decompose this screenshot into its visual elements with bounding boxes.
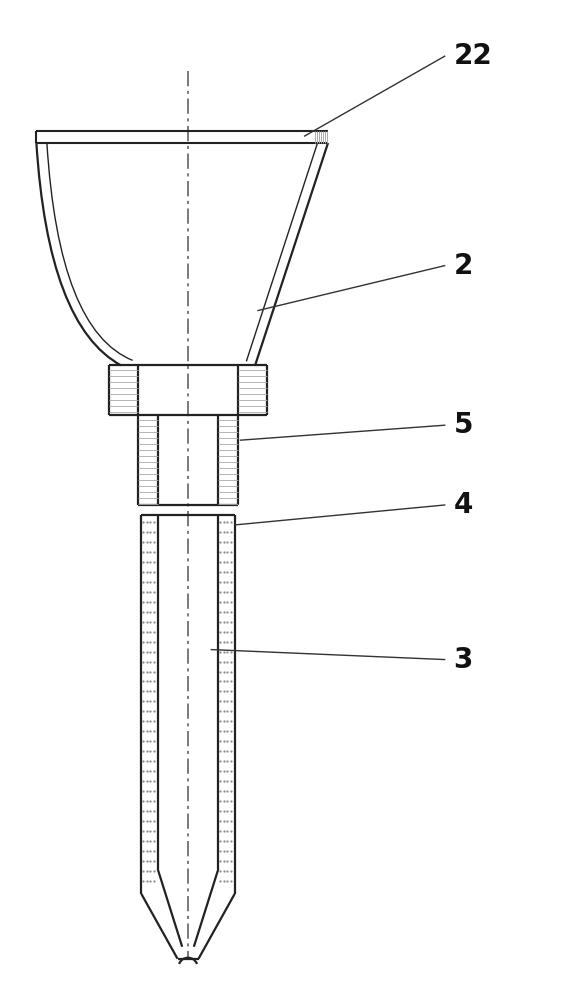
- Text: 4: 4: [454, 491, 473, 519]
- Text: 2: 2: [454, 252, 473, 280]
- Text: 5: 5: [454, 411, 473, 439]
- Text: 3: 3: [454, 646, 473, 674]
- Text: 22: 22: [454, 42, 492, 70]
